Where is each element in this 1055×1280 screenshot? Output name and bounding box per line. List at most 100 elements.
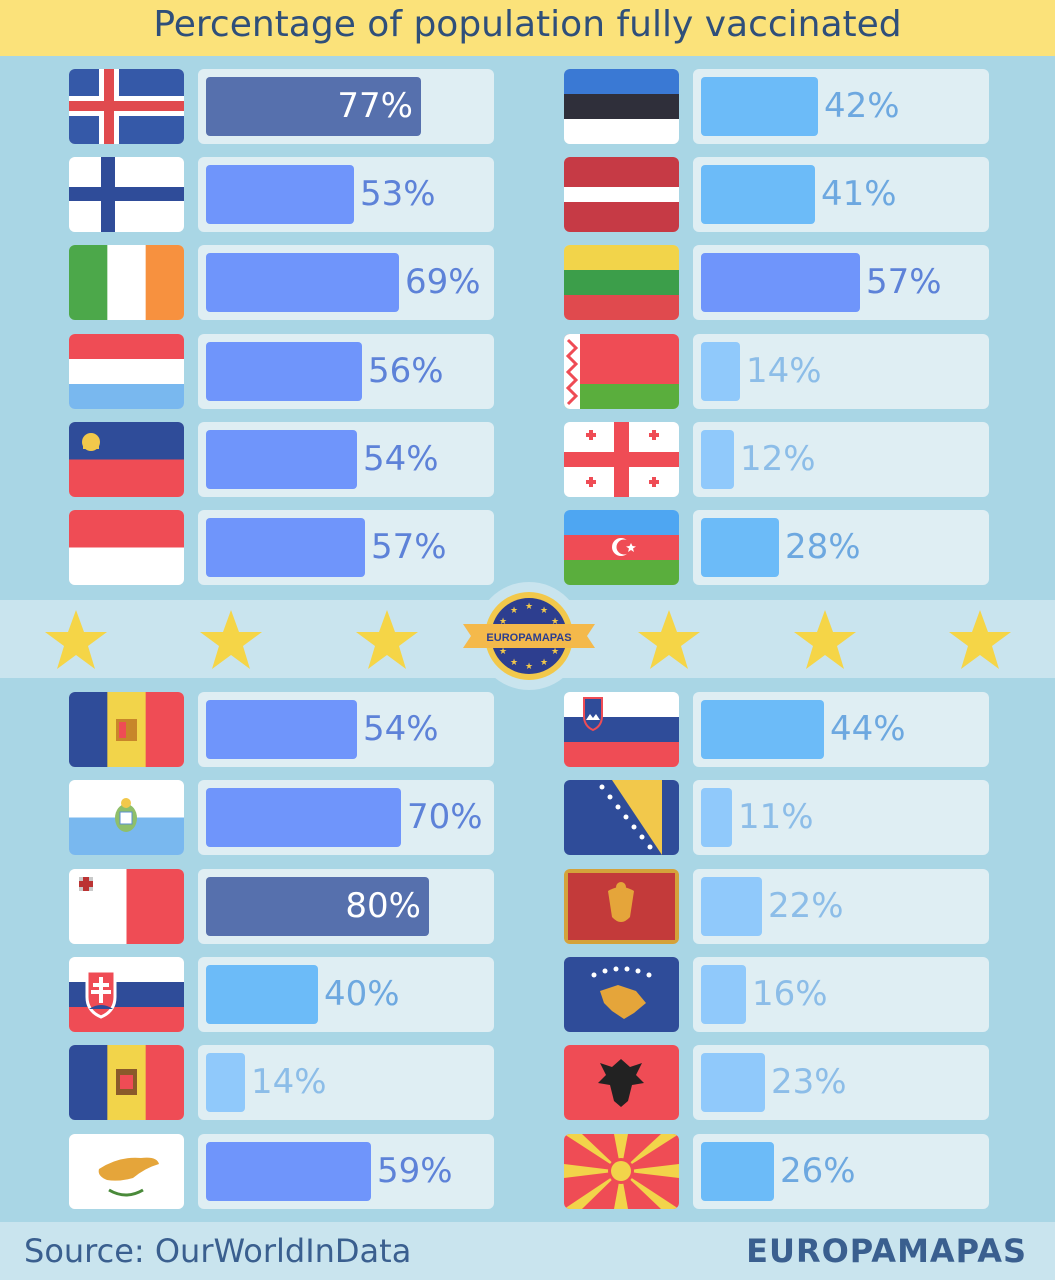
badge-star-icon: ★	[510, 606, 518, 616]
bar	[701, 77, 818, 136]
bar-track: 23%	[693, 1045, 989, 1120]
country-row: 14%	[69, 1045, 494, 1120]
country-row: 57%	[564, 245, 989, 320]
star-icon	[356, 610, 418, 669]
bar-value-label: 22%	[768, 886, 844, 926]
badge-star-icon: ★	[510, 658, 518, 668]
country-row: 77%	[69, 69, 494, 144]
bar	[206, 1053, 245, 1112]
bar-track: 41%	[693, 157, 989, 232]
bar-value-label: 14%	[746, 351, 822, 391]
bar-value-label: 28%	[785, 527, 861, 567]
bar	[206, 430, 357, 489]
europamapas-badge: EUROPAMAPAS ★ ★★★★★★★★★	[463, 582, 595, 690]
country-row: 44%	[564, 692, 989, 767]
luxembourg-flag-icon	[69, 334, 184, 409]
bar	[701, 1053, 765, 1112]
bar-track: 22%	[693, 869, 989, 944]
finland-flag-icon	[69, 157, 184, 232]
bosnia-flag-icon	[564, 780, 679, 855]
bar-track: 80%	[198, 869, 494, 944]
bar-value-label: 69%	[405, 262, 481, 302]
country-row: 53%	[69, 157, 494, 232]
brand-label: EUROPAMAPAS	[746, 1232, 1027, 1270]
bar-value-label: 11%	[738, 797, 814, 837]
malta-flag-icon	[69, 869, 184, 944]
star-icon	[794, 610, 856, 669]
bar-value-label: 14%	[251, 1062, 327, 1102]
bar-track: 70%	[198, 780, 494, 855]
iceland-flag-icon	[69, 69, 184, 144]
star-icon	[638, 610, 700, 669]
bar-track: 14%	[693, 334, 989, 409]
bar-value-label: 53%	[360, 174, 436, 214]
bar-track: 69%	[198, 245, 494, 320]
bar	[701, 877, 762, 936]
bar-value-label: 77%	[337, 86, 413, 126]
page-title: Percentage of population fully vaccinate…	[0, 0, 1055, 56]
country-row: 11%	[564, 780, 989, 855]
bar-track: 16%	[693, 957, 989, 1032]
bar	[206, 165, 354, 224]
bar-track: 44%	[693, 692, 989, 767]
bar-value-label: 59%	[377, 1151, 453, 1191]
country-row: 26%	[564, 1134, 989, 1209]
bar-track: 26%	[693, 1134, 989, 1209]
liechtenstein-flag-icon	[69, 422, 184, 497]
bar	[206, 342, 362, 401]
country-row: 14%	[564, 334, 989, 409]
lithuania-flag-icon	[564, 245, 679, 320]
monaco-flag-icon	[69, 510, 184, 585]
badge-star-icon: ★	[551, 617, 559, 627]
bar-value-label: 56%	[368, 351, 444, 391]
bar-value-label: 41%	[821, 174, 897, 214]
bar	[701, 342, 740, 401]
georgia-flag-icon	[564, 422, 679, 497]
san-marino-flag-icon	[69, 780, 184, 855]
badge-star-icon: ★	[540, 658, 548, 668]
bar	[701, 700, 824, 759]
country-row: 28%	[564, 510, 989, 585]
star-icon	[45, 610, 107, 669]
bar-value-label: 26%	[780, 1151, 856, 1191]
latvia-flag-icon	[564, 157, 679, 232]
footer-band	[0, 1222, 1055, 1280]
country-row: 42%	[564, 69, 989, 144]
bar-track: 14%	[198, 1045, 494, 1120]
country-row: 12%	[564, 422, 989, 497]
country-row: 69%	[69, 245, 494, 320]
bar-value-label: 23%	[771, 1062, 847, 1102]
bar	[206, 1142, 371, 1201]
bar-track: 28%	[693, 510, 989, 585]
bar	[701, 165, 815, 224]
bar-track: 40%	[198, 957, 494, 1032]
bar-track: 77%	[198, 69, 494, 144]
star-icon	[949, 610, 1011, 669]
country-row: 57%	[69, 510, 494, 585]
badge-star-icon: ★	[525, 602, 533, 612]
source-label: Source: OurWorldInData	[24, 1232, 412, 1270]
bar	[701, 965, 746, 1024]
bar-value-label: 16%	[752, 974, 828, 1014]
bar-value-label: 70%	[407, 797, 483, 837]
bar	[206, 700, 357, 759]
bar-track: 12%	[693, 422, 989, 497]
bar	[206, 788, 401, 847]
badge-star-icon: ★	[540, 606, 548, 616]
country-row: 80%	[69, 869, 494, 944]
bar-value-label: 42%	[824, 86, 900, 126]
badge-star-icon: ★	[525, 662, 533, 672]
bar-track: 11%	[693, 780, 989, 855]
badge-star-icon: ★	[499, 617, 507, 627]
bar-value-label: 80%	[345, 886, 421, 926]
moldova-flag-icon	[69, 1045, 184, 1120]
north-macedonia-flag-icon	[564, 1134, 679, 1209]
kosovo-flag-icon	[564, 957, 679, 1032]
bar	[206, 253, 399, 312]
country-row: 23%	[564, 1045, 989, 1120]
star-icon	[200, 610, 262, 669]
estonia-flag-icon	[564, 69, 679, 144]
badge-text: EUROPAMAPAS	[486, 632, 571, 644]
country-row: 70%	[69, 780, 494, 855]
bar	[701, 788, 732, 847]
